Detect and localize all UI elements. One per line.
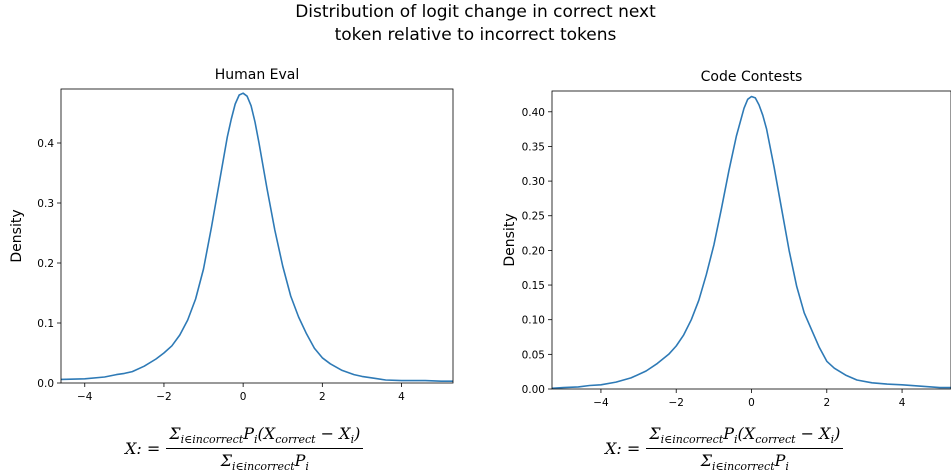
formula-lhs: X: = bbox=[125, 439, 160, 458]
formula-numerator: Σi∈incorrectPi(Xcorrect − Xi) bbox=[646, 424, 843, 449]
y-tick-label-1-5: 0.25 bbox=[522, 211, 545, 223]
x-tick-label-0-4: 4 bbox=[398, 391, 405, 403]
y-tick-label-1-8: 0.40 bbox=[522, 107, 545, 119]
x-tick-label-0-1: −2 bbox=[156, 391, 171, 403]
y-tick-label-1-4: 0.20 bbox=[522, 245, 545, 257]
x-tick-label-1-1: −2 bbox=[668, 397, 683, 409]
formula-left: X: = Σi∈incorrectPi(Xcorrect − Xi) Σi∈in… bbox=[125, 424, 363, 473]
formula-denominator: Σi∈incorrectPi bbox=[218, 449, 312, 473]
y-tick-label-1-7: 0.35 bbox=[522, 141, 545, 153]
y-tick-label-1-0: 0.00 bbox=[522, 384, 545, 396]
formula-fraction: Σi∈incorrectPi(Xcorrect − Xi) Σi∈incorre… bbox=[646, 424, 843, 473]
y-tick-label-1-3: 0.15 bbox=[522, 280, 545, 292]
density-line-0 bbox=[61, 93, 453, 381]
x-tick-label-1-0: −4 bbox=[593, 397, 609, 409]
y-axis-label-1: Density bbox=[502, 213, 518, 266]
chart-title-1: Code Contests bbox=[701, 69, 803, 85]
plot-frame-1 bbox=[552, 91, 951, 389]
y-tick-label-0-0: 0.0 bbox=[37, 378, 54, 390]
y-axis-label-0: Density bbox=[9, 209, 25, 262]
density-line-1 bbox=[552, 97, 951, 389]
y-tick-label-1-6: 0.30 bbox=[522, 176, 545, 188]
x-tick-label-1-2: 0 bbox=[748, 397, 755, 409]
y-tick-label-0-4: 0.4 bbox=[37, 138, 54, 150]
formula-fraction: Σi∈incorrectPi(Xcorrect − Xi) Σi∈incorre… bbox=[166, 424, 363, 473]
formula-numerator: Σi∈incorrectPi(Xcorrect − Xi) bbox=[166, 424, 363, 449]
y-tick-label-1-1: 0.05 bbox=[522, 349, 545, 361]
y-tick-label-0-3: 0.3 bbox=[37, 198, 54, 210]
y-tick-label-0-1: 0.1 bbox=[37, 318, 54, 330]
x-tick-label-1-3: 2 bbox=[823, 397, 830, 409]
x-tick-label-1-4: 4 bbox=[899, 397, 906, 409]
x-tick-label-0-3: 2 bbox=[319, 391, 326, 403]
chart-title-0: Human Eval bbox=[215, 67, 300, 83]
y-tick-label-1-2: 0.10 bbox=[522, 315, 545, 327]
formula-right: X: = Σi∈incorrectPi(Xcorrect − Xi) Σi∈in… bbox=[605, 424, 843, 473]
x-tick-label-0-2: 0 bbox=[240, 391, 247, 403]
y-tick-label-0-2: 0.2 bbox=[37, 258, 54, 270]
formula-denominator: Σi∈incorrectPi bbox=[698, 449, 792, 473]
formula-lhs: X: = bbox=[605, 439, 640, 458]
x-tick-label-0-0: −4 bbox=[77, 391, 93, 403]
